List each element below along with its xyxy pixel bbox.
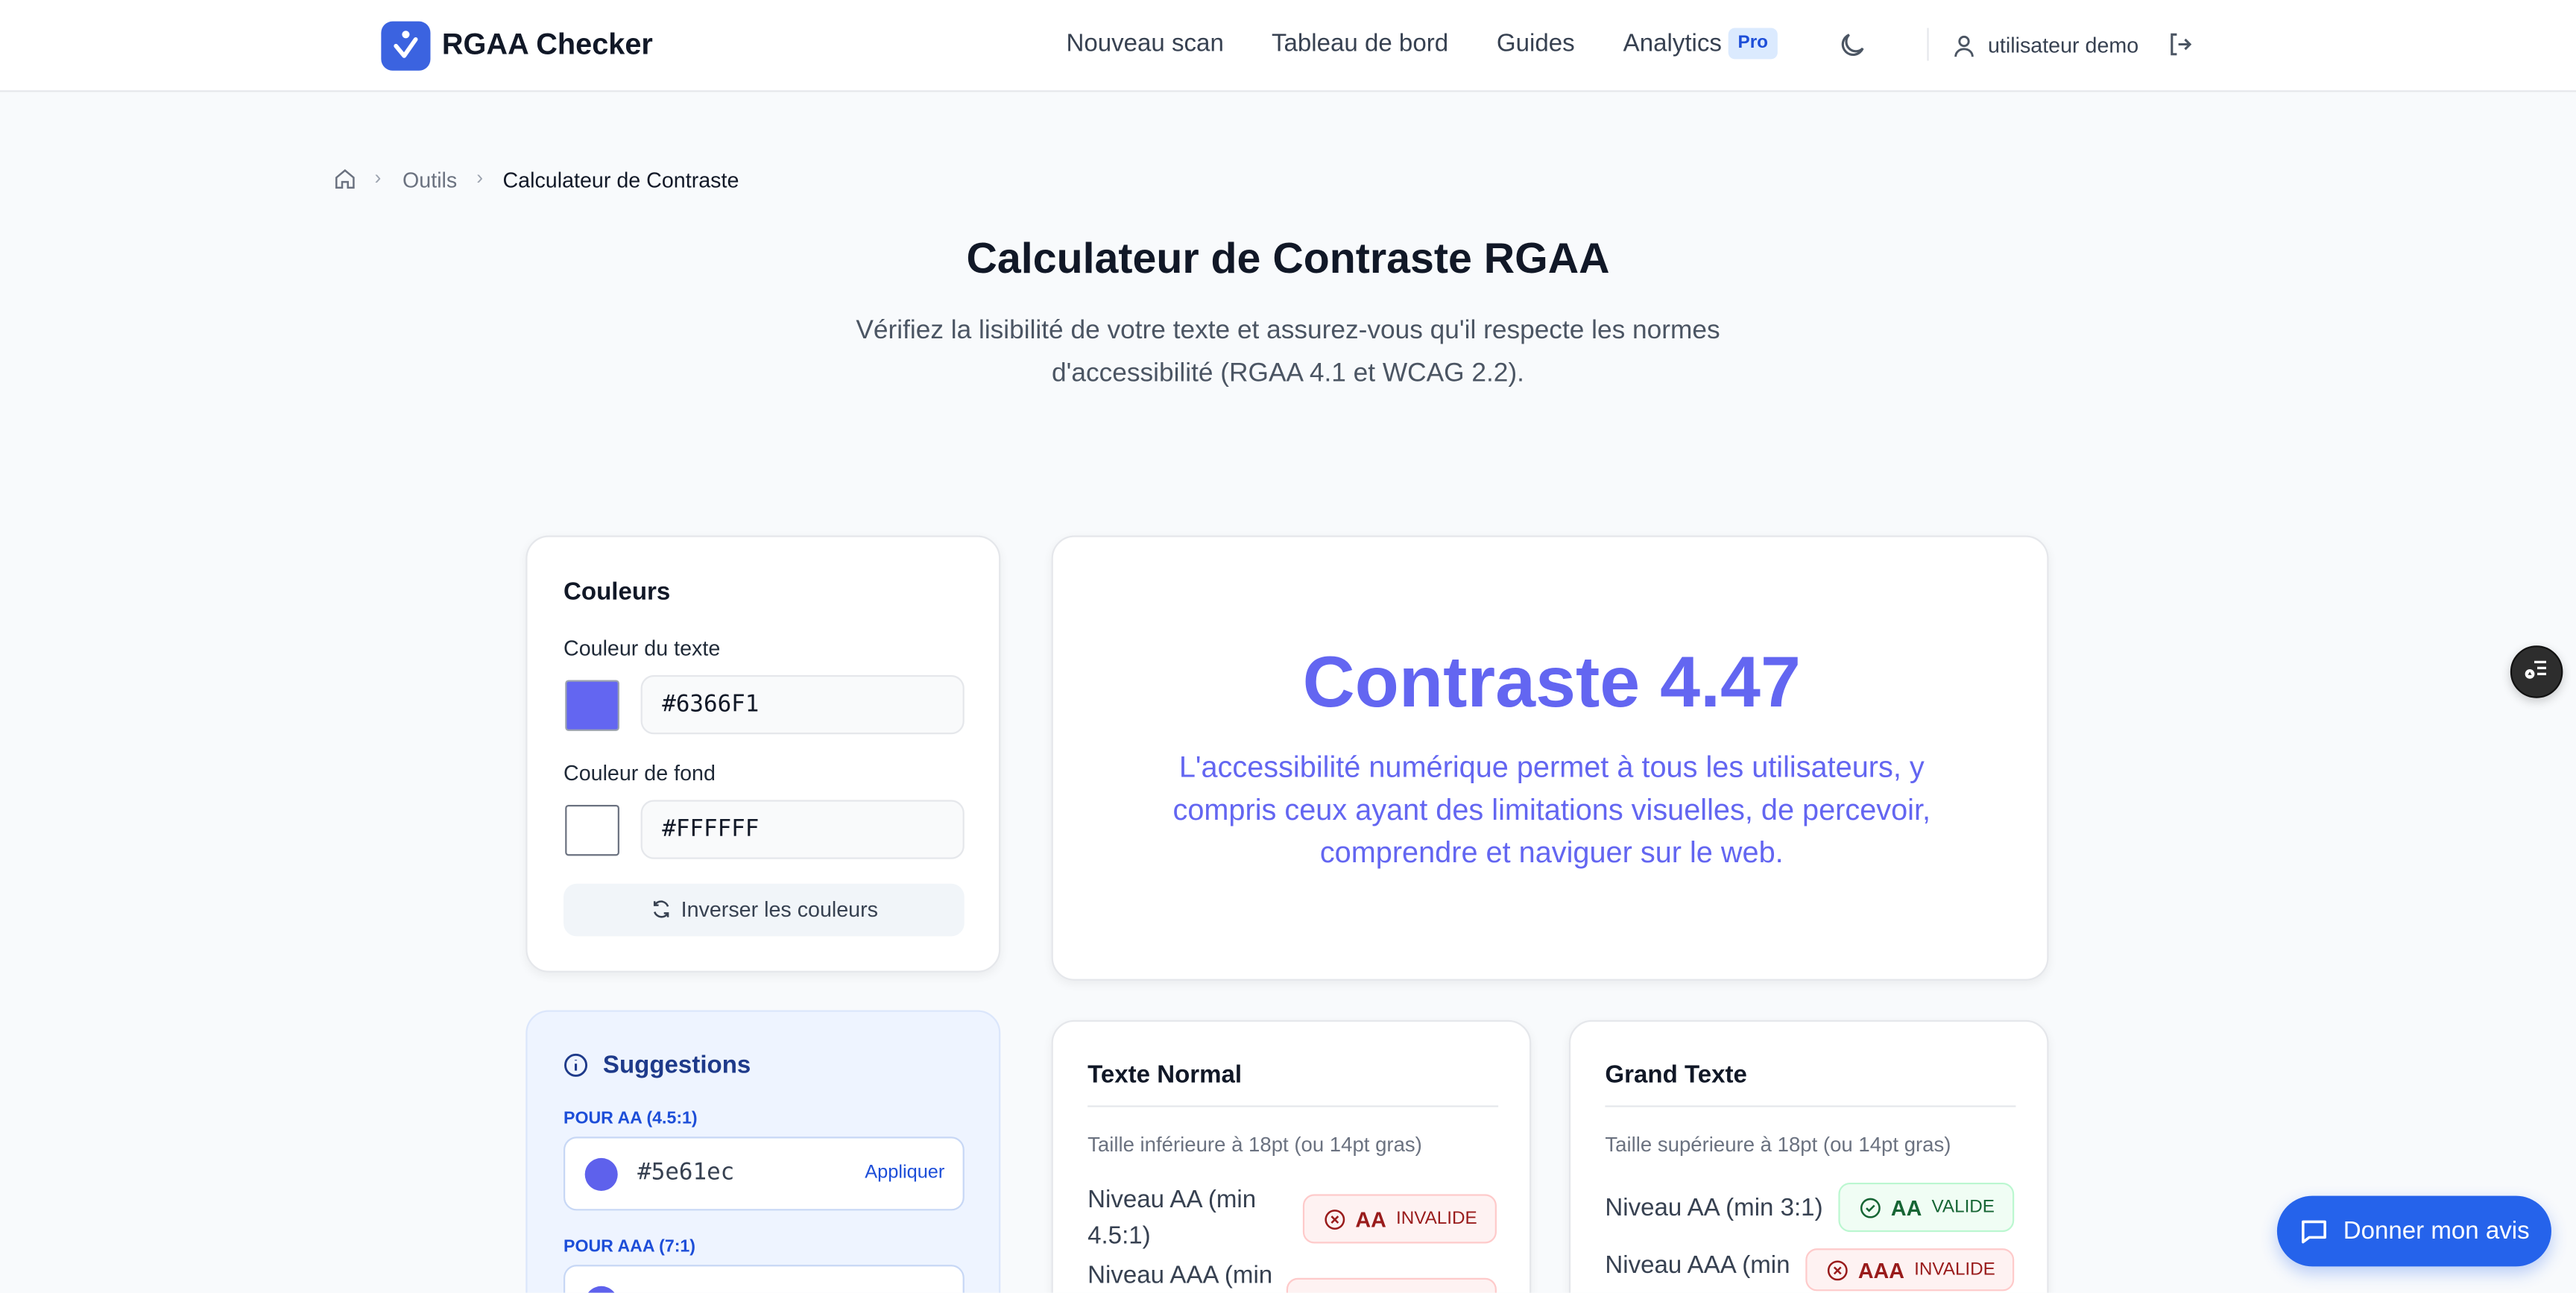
feedback-button[interactable]: Donner mon avis: [2276, 1195, 2551, 1267]
contrast-ratio: Contraste 4.47: [1302, 642, 1801, 723]
large-text-card: Grand Texte Taille supérieure à 18pt (ou…: [1568, 1019, 2049, 1293]
app-name[interactable]: RGAA Checker: [441, 28, 653, 61]
suggestions-card: Suggestions POUR AA (4.5:1) #5e61ec Appl…: [525, 1010, 1001, 1293]
divider: [1087, 1105, 1499, 1107]
bg-color-swatch[interactable]: [565, 805, 619, 856]
large-aaa-badge: AAA INVALIDE: [1805, 1248, 2015, 1292]
badge-status: VALIDE: [1931, 1197, 1995, 1218]
user-name[interactable]: utilisateur demo: [1987, 33, 2139, 58]
breadcrumb-separator: ›: [374, 165, 382, 189]
refresh-icon: [652, 900, 669, 918]
bg-color-input[interactable]: #FFFFFF: [640, 800, 965, 859]
large-title: Grand Texte: [1605, 1060, 1747, 1090]
apply-button[interactable]: Appliquer: [865, 1163, 945, 1183]
normal-aaa-label: Niveau AAA (min: [1087, 1261, 1273, 1290]
info-icon: [564, 1053, 588, 1077]
normal-aa-badge: AA INVALIDE: [1302, 1194, 1497, 1244]
preview-card: Contraste 4.47 L'accessibilité numérique…: [1051, 535, 2049, 981]
text-color-input[interactable]: #6366F1: [640, 674, 965, 735]
breadcrumb-outils[interactable]: Outils: [402, 167, 458, 192]
breadcrumb-current: Calculateur de Contraste: [502, 167, 739, 192]
large-aa-badge: AA VALIDE: [1838, 1182, 2015, 1233]
badge-status: INVALIDE: [1914, 1259, 1995, 1280]
aaa-suggestion-label: POUR AAA (7:1): [564, 1236, 696, 1257]
normal-aaa-badge: [1286, 1277, 1497, 1293]
normal-title: Texte Normal: [1087, 1060, 1243, 1090]
top-header: RGAA Checker Nouveau scan Tableau de bor…: [0, 0, 2576, 92]
logout-icon[interactable]: [2167, 31, 2193, 57]
colors-title: Couleurs: [564, 578, 671, 607]
nav-guides[interactable]: Guides: [1496, 29, 1575, 58]
logo-icon[interactable]: [381, 21, 431, 71]
page-title: Calculateur de Contraste RGAA: [966, 233, 1610, 283]
suggestion-swatch: [584, 1286, 618, 1293]
badge-level: AA: [1890, 1195, 1922, 1220]
feedback-label: Donner mon avis: [2343, 1217, 2530, 1245]
badge-level: AA: [1355, 1206, 1386, 1231]
page-subtitle: Vérifiez la lisibilité de votre texte et…: [856, 317, 1720, 388]
swap-colors-button[interactable]: Inverser les couleurs: [564, 883, 965, 937]
aa-suggestion-label: POUR AA (4.5:1): [564, 1108, 698, 1129]
pro-badge: Pro: [1728, 28, 1778, 60]
chat-icon: [2302, 1220, 2327, 1244]
nav-analytics[interactable]: Analytics: [1623, 29, 1722, 58]
text-color-label: Couleur du texte: [564, 635, 721, 661]
x-circle-icon: [1827, 1259, 1848, 1280]
accessibility-list-icon: [2525, 660, 2547, 679]
text-color-swatch[interactable]: [565, 680, 619, 731]
aa-suggestion-item[interactable]: #5e61ec Appliquer: [564, 1136, 965, 1211]
colors-card: Couleurs Couleur du texte #6366F1 Couleu…: [525, 535, 1001, 973]
nav-nouveau-scan[interactable]: Nouveau scan: [1066, 29, 1224, 58]
badge-status: INVALIDE: [1396, 1209, 1477, 1229]
large-aa-label: Niveau AA (min 3:1): [1605, 1194, 1823, 1222]
nav-tableau-de-bord[interactable]: Tableau de bord: [1271, 29, 1449, 58]
suggestion-swatch: [584, 1157, 618, 1191]
moon-icon[interactable]: [1837, 30, 1868, 61]
aa-suggestion-value: #5e61ec: [637, 1160, 735, 1186]
accessibility-menu-button[interactable]: [2510, 645, 2563, 698]
normal-desc: Taille inférieure à 18pt (ou 14pt gras): [1087, 1133, 1422, 1157]
bg-color-label: Couleur de fond: [564, 760, 716, 785]
badge-level: AAA: [1857, 1257, 1904, 1283]
suggestions-title: Suggestions: [602, 1051, 751, 1080]
swap-colors-label: Inverser les couleurs: [681, 897, 879, 922]
breadcrumb-separator: ›: [476, 165, 484, 189]
divider: [1605, 1105, 2016, 1107]
check-circle-icon: [1860, 1197, 1881, 1218]
user-icon: [1954, 35, 1974, 57]
normal-text-card: Texte Normal Taille inférieure à 18pt (o…: [1051, 1019, 1532, 1293]
home-icon[interactable]: [333, 168, 356, 191]
large-aaa-label: Niveau AAA (min: [1605, 1251, 1790, 1280]
divider: [1927, 28, 1929, 61]
x-circle-icon: [1325, 1209, 1345, 1229]
large-desc: Taille supérieure à 18pt (ou 14pt gras): [1605, 1133, 1951, 1157]
aaa-suggestion-item[interactable]: [564, 1265, 965, 1293]
normal-aa-label: Niveau AA (min 4.5:1): [1087, 1186, 1257, 1251]
preview-text: L'accessibilité numérique permet à tous …: [1172, 750, 1931, 869]
